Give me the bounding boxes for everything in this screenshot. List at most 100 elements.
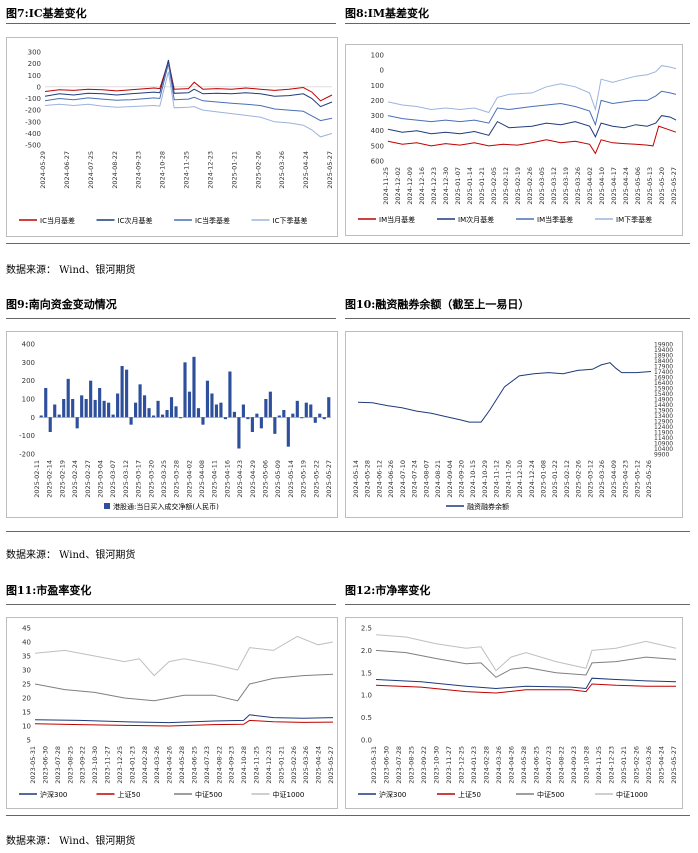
x-tick-label: 2023-10-30: [433, 746, 441, 784]
x-tick-label: 2023-12-25: [458, 746, 466, 784]
x-tick-label: 2025-02-26: [575, 460, 583, 498]
x-tick-label: 2023-07-28: [54, 746, 62, 784]
y-tick-label: 45: [22, 625, 31, 633]
chart-ic-basis: 300 200 100 0 -100 -200 -300 -400 -5002024-05-29…: [19, 49, 334, 225]
x-tick-label: 2025-01-21: [230, 151, 238, 189]
x-tick-label: 2023-09-22: [420, 746, 428, 784]
legend-label: IM当季基差: [537, 215, 573, 224]
x-tick-label: 2024-11-25: [253, 746, 261, 784]
bar: [291, 413, 295, 418]
title-rule: [345, 23, 690, 24]
y-tick-label: 1.5: [361, 669, 372, 677]
bar: [71, 399, 75, 418]
x-tick-label: 2025-05-20: [658, 167, 666, 205]
y-tick-label: 400: [22, 341, 35, 349]
bar: [183, 362, 187, 418]
x-tick-label: 2025-05-27: [327, 746, 335, 784]
x-tick-label: 2025-03-28: [173, 460, 181, 498]
bar: [205, 380, 210, 418]
legend-label: IC当月基差: [40, 216, 75, 225]
legend-label: 港股通:当日买入成交净额(人民币): [113, 502, 219, 511]
y-tick-label: 500: [371, 142, 384, 150]
x-tick-label: 2024-11-12: [493, 460, 501, 498]
x-tick-label: 2025-05-13: [646, 167, 654, 205]
y-tick-label: 19400: [654, 347, 673, 354]
bar: [116, 393, 120, 418]
figure-title-7: 图7:IC基差变化: [6, 7, 87, 20]
x-tick-label: 2024-06-27: [63, 151, 71, 189]
x-tick-label: 2025-05-26: [645, 460, 653, 498]
x-tick-label: 2025-02-19: [58, 460, 66, 498]
bar: [169, 397, 174, 418]
y-tick-label: 200: [28, 60, 41, 68]
x-tick-label: 2025-05-27: [670, 746, 678, 784]
bar: [138, 384, 142, 418]
x-tick-label: 2024-02-28: [141, 746, 149, 784]
x-tick-label: 2025-03-12: [122, 460, 130, 498]
y-tick-label: 300: [28, 49, 41, 57]
y-tick-label: 10900: [654, 441, 673, 448]
y-tick-label: 2.0: [361, 647, 372, 655]
x-tick-label: 2024-03-26: [153, 746, 161, 784]
figure-title-11: 图11:市盈率变化: [6, 584, 92, 597]
bar: [304, 402, 308, 418]
legend-label: IC次月基差: [118, 216, 153, 225]
y-tick-label: 17400: [654, 369, 673, 376]
chart-panel-12: 2.5 2.0 1.5 1.0 0.5 0.0 2023-05-31 2023-06-30 20…: [345, 617, 683, 809]
figure-title-10: 图10:融资融券余额（截至上一易日）: [345, 298, 530, 311]
bar: [44, 388, 48, 418]
x-tick-label: 2025-02-26: [254, 151, 262, 189]
x-tick-label: 2025-03-05: [538, 167, 546, 205]
bar: [322, 417, 326, 420]
series-line: [375, 649, 677, 678]
x-tick-label: 2025-04-11: [211, 460, 219, 498]
x-tick-label: 2025-04-02: [185, 460, 193, 498]
x-tick-label: 2025-04-23: [622, 460, 630, 498]
x-tick-label: 2024-02-28: [483, 746, 491, 784]
y-tick-label: 15900: [654, 386, 673, 393]
bar: [241, 404, 245, 418]
y-tick-label: -400: [25, 130, 41, 138]
y-tick-label: -200: [19, 451, 35, 459]
x-tick-label: 2024-12-02: [394, 167, 402, 205]
bar: [129, 417, 133, 425]
series-line: [387, 125, 677, 155]
x-tick-label: 2024-07-25: [87, 151, 95, 189]
legend-label: IC当季基差: [195, 216, 230, 225]
x-tick-label: 2025-04-10: [598, 167, 606, 205]
y-tick-label: 2.5: [361, 625, 372, 633]
y-tick-label: 11900: [654, 430, 673, 437]
bar: [196, 408, 201, 418]
bar: [102, 400, 106, 418]
section-rule: [6, 815, 690, 816]
x-tick-label: 2024-10-15: [469, 460, 477, 498]
series-line: [34, 719, 334, 727]
series-line: [375, 677, 677, 690]
bar: [39, 415, 43, 418]
series-line: [34, 673, 334, 702]
bar: [318, 413, 322, 418]
y-tick-label: 35: [22, 653, 31, 661]
bar: [295, 400, 299, 418]
chart-panel-9: 400 300 200 100 0 -100 -200 2025-02-11 2025-02-1…: [6, 331, 338, 518]
x-tick-label: 2025-04-02: [586, 167, 594, 205]
y-tick-label: 11400: [654, 435, 673, 442]
bar: [228, 371, 232, 418]
title-rule: [6, 23, 336, 24]
x-tick-label: 2025-05-06: [634, 167, 642, 205]
x-tick-label: 2025-01-21: [277, 746, 285, 784]
y-tick-label: 25: [22, 681, 31, 689]
y-tick-label: 600: [371, 158, 384, 166]
y-tick-label: 13400: [654, 413, 673, 420]
x-tick-label: 2025-01-22: [551, 460, 559, 498]
bar: [277, 415, 281, 418]
bar: [178, 417, 183, 419]
x-tick-label: 2024-12-30: [442, 167, 450, 205]
bar: [125, 369, 129, 418]
y-tick-label: 10: [22, 723, 31, 731]
y-tick-label: 0: [31, 414, 35, 422]
x-tick-label: 2025-05-09: [274, 460, 282, 498]
bar: [300, 417, 304, 419]
x-tick-label: 2025-02-19: [514, 167, 522, 205]
